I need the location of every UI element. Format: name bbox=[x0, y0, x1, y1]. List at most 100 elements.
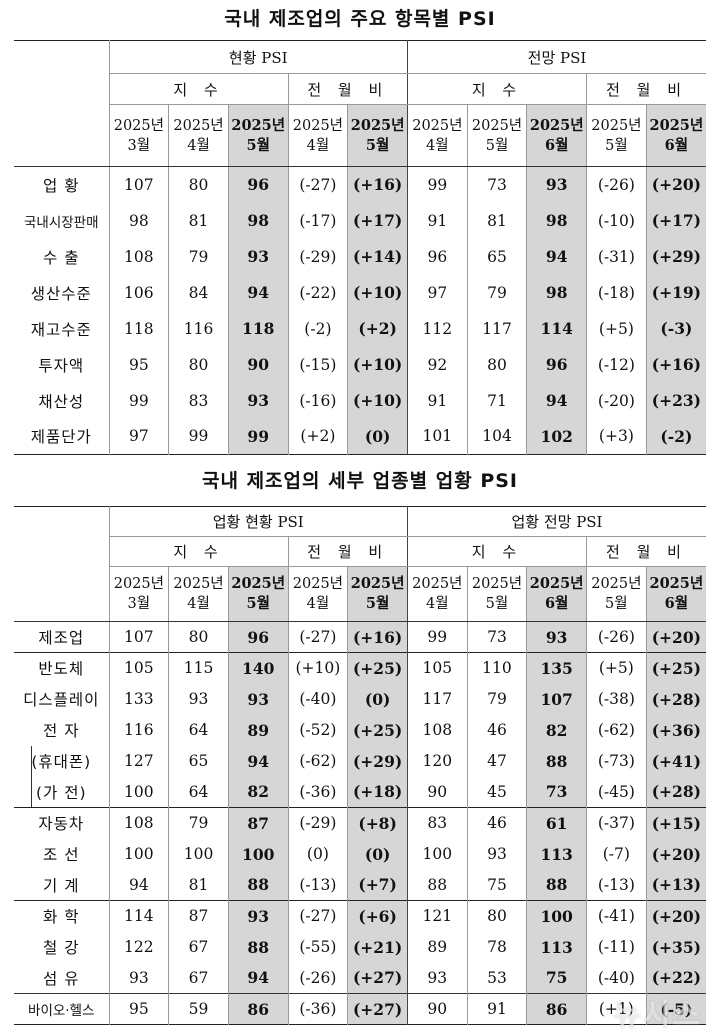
value-cell: (-22) bbox=[287, 274, 348, 311]
value-cell: (+36) bbox=[645, 714, 706, 746]
table-row: 디스플레이 133 93 93 (-40) (0) 117 79 107 (-38) (+28) bbox=[14, 683, 706, 715]
value-cell: 88 bbox=[526, 869, 587, 901]
value-cell: 91 bbox=[466, 993, 527, 1025]
value-cell: (-15) bbox=[287, 346, 348, 383]
value-cell: (-3) bbox=[645, 310, 706, 347]
value-cell: 127 bbox=[108, 745, 169, 777]
row-label: (가 전) bbox=[14, 776, 109, 808]
value-cell: 108 bbox=[108, 807, 169, 839]
column-header-month: 3월 bbox=[127, 137, 151, 154]
column-header-year: 2025년 bbox=[591, 117, 642, 134]
value-cell: (-40) bbox=[287, 683, 348, 715]
column-header-year: 2025년 bbox=[529, 575, 584, 592]
value-cell: 82 bbox=[526, 714, 587, 746]
column-header: 2025년 4월 bbox=[407, 104, 468, 167]
column-header: 2025년 4월 bbox=[168, 104, 229, 167]
header-forecast-group: 업황 전망 PSI bbox=[406, 506, 706, 537]
value-cell: 71 bbox=[466, 382, 527, 419]
value-cell: (0) bbox=[347, 838, 408, 870]
value-cell: 96 bbox=[227, 621, 289, 653]
column-header-year: 2025년 bbox=[113, 117, 164, 134]
header-mom: 전 월 비 bbox=[287, 536, 408, 567]
value-cell: 80 bbox=[168, 621, 229, 653]
value-cell: (+17) bbox=[347, 202, 408, 239]
column-header-month: 5월 bbox=[605, 137, 628, 154]
column-header: 2025년 6월 bbox=[526, 566, 587, 622]
column-header-month: 5월 bbox=[365, 595, 390, 612]
value-cell: 73 bbox=[526, 776, 587, 808]
column-header-year: 2025년 bbox=[649, 116, 704, 134]
table-row: 생산수준 106 84 94 (-22) (+10) 97 79 98 (-18) (+19) bbox=[14, 274, 706, 311]
column-header-year: 2025년 bbox=[412, 117, 463, 134]
value-cell: (+25) bbox=[347, 714, 408, 746]
value-cell: 93 bbox=[526, 166, 587, 203]
column-header: 2025년 6월 bbox=[645, 104, 706, 167]
value-cell: (+35) bbox=[645, 931, 706, 963]
value-cell: 108 bbox=[406, 714, 468, 746]
value-cell: (-13) bbox=[287, 869, 348, 901]
value-cell: (+22) bbox=[645, 962, 706, 994]
value-cell: 100 bbox=[526, 900, 587, 932]
value-cell: 88 bbox=[406, 869, 468, 901]
value-cell: 93 bbox=[526, 621, 587, 653]
value-cell: 104 bbox=[466, 418, 527, 455]
value-cell: (+16) bbox=[645, 346, 706, 383]
header-mom: 전 월 비 bbox=[287, 73, 408, 105]
value-cell: 93 bbox=[108, 962, 169, 994]
value-cell: (-7) bbox=[586, 838, 647, 870]
value-cell: 75 bbox=[466, 869, 527, 901]
value-cell: 117 bbox=[466, 310, 527, 347]
value-cell: 120 bbox=[406, 745, 468, 777]
value-cell: 93 bbox=[227, 900, 289, 932]
value-cell: (+10) bbox=[347, 274, 408, 311]
value-cell: (+29) bbox=[347, 745, 408, 777]
row-label: 기 계 bbox=[43, 876, 80, 895]
header-index: 지 수 bbox=[406, 73, 587, 105]
column-header: 2025년 5월 bbox=[586, 566, 647, 622]
table-row: 국내시장판매 98 81 98 (-17) (+17) 91 81 98 (-10) (+17) bbox=[14, 202, 706, 239]
column-header-year: 2025년 bbox=[471, 117, 523, 134]
value-cell: 97 bbox=[108, 418, 169, 455]
column-header-month: 5월 bbox=[485, 137, 509, 154]
value-cell: 118 bbox=[108, 310, 169, 347]
value-cell: 88 bbox=[227, 869, 289, 901]
value-cell: 94 bbox=[227, 962, 289, 994]
column-header-month: 5월 bbox=[365, 136, 390, 154]
value-cell: 46 bbox=[466, 714, 527, 746]
header-mom: 전 월 비 bbox=[586, 73, 706, 105]
value-cell: 59 bbox=[168, 993, 229, 1025]
header-index: 지 수 bbox=[108, 73, 289, 105]
value-cell: 94 bbox=[526, 238, 587, 275]
value-cell: 107 bbox=[526, 683, 587, 715]
column-header-month: 4월 bbox=[187, 137, 210, 154]
value-cell: 94 bbox=[108, 869, 169, 901]
value-cell: (+20) bbox=[645, 166, 706, 203]
value-cell: (-62) bbox=[287, 745, 348, 777]
column-header: 2025년 5월 bbox=[586, 104, 647, 167]
value-cell: (+19) bbox=[645, 274, 706, 311]
value-cell: 87 bbox=[168, 900, 229, 932]
value-cell: (+1) bbox=[586, 993, 647, 1025]
value-cell: (+41) bbox=[645, 745, 706, 777]
value-cell: 67 bbox=[168, 962, 229, 994]
table-row: 화 학 114 87 93 (-27) (+6) 121 80 100 (-41) (+20) bbox=[14, 900, 706, 932]
value-cell: (-29) bbox=[287, 238, 348, 275]
row-label: 제조업 bbox=[38, 629, 85, 647]
value-cell: 94 bbox=[526, 382, 587, 419]
row-label: 섬 유 bbox=[43, 969, 80, 988]
table-row: 반도체 105 115 140 (+10) (+25) 105 110 135 (+5) (+25) bbox=[14, 652, 706, 684]
value-cell: 81 bbox=[168, 869, 229, 901]
value-cell: 82 bbox=[227, 776, 289, 808]
value-cell: 98 bbox=[526, 202, 587, 239]
table2-title: 국내 제조업의 세부 업종별 업황 PSI bbox=[202, 470, 518, 492]
value-cell: 90 bbox=[227, 346, 289, 383]
column-header-month: 4월 bbox=[306, 596, 330, 612]
table-row: 섬 유 93 67 94 (-26) (+27) 93 53 75 (-40) (+22) bbox=[14, 962, 706, 994]
table-row: 투자액 95 80 90 (-15) (+10) 92 80 96 (-12) (+16) bbox=[14, 346, 706, 383]
column-header-year: 2025년 bbox=[591, 576, 642, 592]
value-cell: 93 bbox=[227, 683, 289, 715]
value-cell: (-2) bbox=[287, 310, 348, 347]
column-header: 2025년 4월 bbox=[287, 104, 348, 167]
row-label: 수 출 bbox=[43, 248, 80, 267]
column-header-month: 4월 bbox=[425, 596, 449, 612]
